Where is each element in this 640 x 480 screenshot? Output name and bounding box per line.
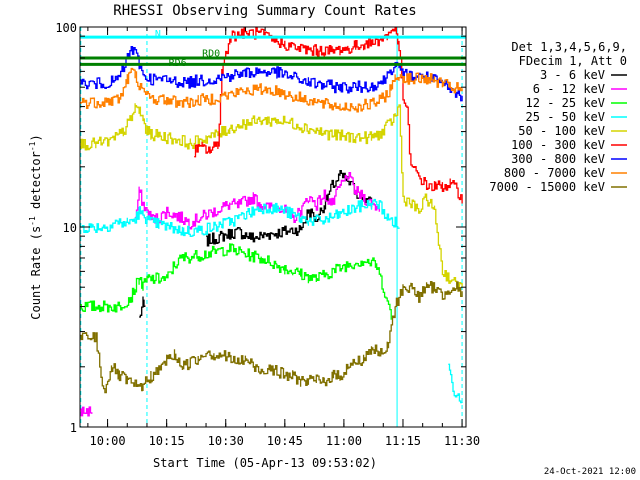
series-8-line (80, 280, 463, 394)
series-6-line (80, 46, 463, 102)
series-1-line (80, 171, 380, 417)
axis-layer: 10:00 10:15 10:30 10:45 11:00 11:15 11:30 1 10 10… (55, 21, 480, 448)
annotation-rd6: RD6 (169, 58, 187, 69)
x-tick-label-2: 10:30 (208, 434, 244, 448)
legend-label-1: 6 - 12 keV (533, 82, 605, 96)
y-tick-label-0: 1 (70, 421, 77, 435)
x-tick-label-6: 11:30 (444, 434, 480, 448)
series-layer: N RD0 RD6 (80, 27, 466, 427)
series-0-line (139, 169, 373, 318)
x-tick-label-5: 11:15 (385, 434, 421, 448)
legend-label-8: 7000 - 15000 keV (489, 180, 605, 194)
legend-label-3: 25 - 50 keV (526, 110, 605, 124)
series-2-line (80, 243, 392, 320)
series-3-line (80, 198, 463, 404)
x-tick-label-3: 10:45 (267, 434, 303, 448)
x-tick-label-4: 11:00 (326, 434, 362, 448)
annotation-n: N (155, 29, 161, 40)
y-axis-label: Count Rate (s-1 detector-1) (28, 134, 43, 319)
annotation-rd0: RD0 (202, 49, 220, 60)
series-7-line (80, 67, 463, 113)
legend: Det 1,3,4,5,6,9, FDecim 1, Att 0 3 - 6 k… (489, 40, 627, 194)
series-4-line (80, 103, 463, 292)
chart-title: RHESSI Observing Summary Count Rates (113, 3, 416, 19)
legend-label-2: 12 - 25 keV (526, 96, 605, 110)
footer-timestamp: 24-Oct-2021 12:00 (544, 467, 636, 477)
x-tick-label-0: 10:00 (90, 434, 126, 448)
x-axis-label: Start Time (05-Apr-13 09:53:02) (153, 456, 377, 470)
legend-label-5: 100 - 300 keV (511, 138, 605, 152)
legend-label-7: 800 - 7000 keV (504, 166, 605, 180)
legend-label-4: 50 - 100 keV (518, 124, 605, 138)
legend-label-0: 3 - 6 keV (540, 68, 605, 82)
series-5-line (194, 27, 463, 204)
legend-header-line-2: FDecim 1, Att 0 (519, 54, 627, 68)
y-tick-label-2: 100 (55, 21, 77, 35)
y-tick-label-1: 10 (63, 221, 77, 235)
x-tick-label-1: 10:15 (149, 434, 185, 448)
legend-label-6: 300 - 800 keV (511, 152, 605, 166)
legend-header-line-1: Det 1,3,4,5,6,9, (511, 40, 627, 54)
